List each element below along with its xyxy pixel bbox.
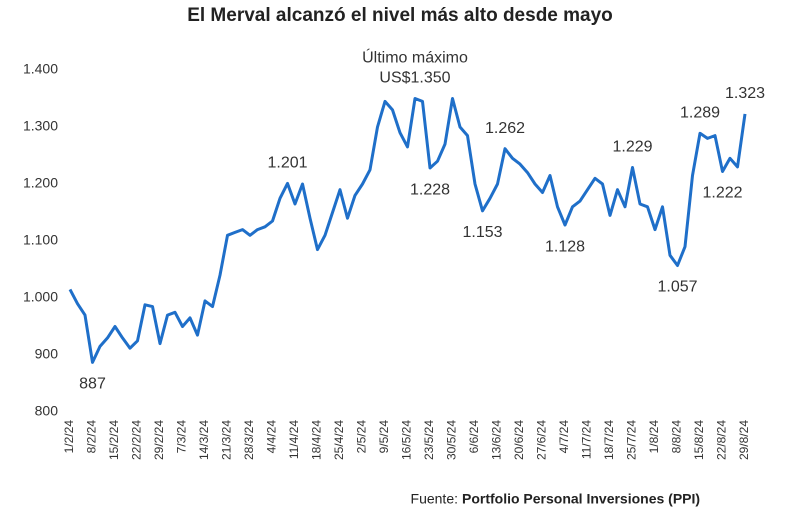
y-tick-label: 900 xyxy=(35,346,59,362)
x-tick-label: 15/2/24 xyxy=(107,420,121,460)
value-label: US$1.350 xyxy=(379,70,450,87)
value-label: 1.289 xyxy=(680,104,720,121)
x-tick-label: 2/5/24 xyxy=(355,420,369,454)
x-tick-label: 1/2/24 xyxy=(62,420,76,454)
x-tick-label: 25/7/24 xyxy=(625,420,639,460)
series-line xyxy=(68,97,747,364)
value-label: 1.262 xyxy=(485,120,525,137)
value-label: 1.153 xyxy=(462,224,502,241)
y-tick-label: 800 xyxy=(35,403,59,419)
x-tick-label: 4/4/24 xyxy=(265,420,279,454)
x-tick-label: 11/7/24 xyxy=(580,420,594,459)
y-tick-label: 1.300 xyxy=(23,118,58,134)
x-tick-label: 18/7/24 xyxy=(602,420,616,460)
x-tick-label: 11/4/24 xyxy=(287,420,301,459)
x-tick-label: 8/8/24 xyxy=(670,420,684,454)
value-label: 887 xyxy=(79,376,106,393)
y-tick-label: 1.200 xyxy=(23,175,58,191)
x-tick-label: 29/2/24 xyxy=(152,420,166,460)
value-label: 1.222 xyxy=(702,185,742,202)
x-tick-label: 8/2/24 xyxy=(85,420,99,454)
x-tick-label: 6/6/24 xyxy=(467,420,481,454)
x-tick-label: 14/3/24 xyxy=(197,420,211,460)
x-tick-label: 22/2/24 xyxy=(130,420,144,460)
x-tick-label: 16/5/24 xyxy=(400,420,414,460)
x-tick-label: 9/5/24 xyxy=(377,420,391,454)
y-tick-label: 1.400 xyxy=(23,61,58,77)
x-tick-label: 29/8/24 xyxy=(737,420,751,460)
x-tick-label: 25/4/24 xyxy=(332,420,346,460)
annotation: Último máximo xyxy=(362,48,468,67)
y-tick-label: 1.100 xyxy=(23,232,58,248)
x-tick-label: 23/5/24 xyxy=(422,420,436,460)
x-tick-label: 15/8/24 xyxy=(692,420,706,460)
footnote-text: Portfolio Personal Inversiones (PPI) xyxy=(462,491,700,507)
value-label: 1.057 xyxy=(657,279,697,296)
value-label: 1.201 xyxy=(267,155,307,172)
chart-title: El Merval alcanzó el nivel más alto desd… xyxy=(187,5,613,26)
y-tick-label: 1.000 xyxy=(23,289,58,305)
x-tick-label: 27/6/24 xyxy=(535,420,549,460)
value-label: 1.228 xyxy=(410,181,450,198)
x-tick-label: 28/3/24 xyxy=(242,420,256,460)
x-tick-label: 30/5/24 xyxy=(445,420,459,460)
value-label: 1.323 xyxy=(725,85,765,102)
x-tick-label: 22/8/24 xyxy=(715,420,729,460)
x-tick-label: 7/3/24 xyxy=(175,420,189,454)
x-tick-label: 4/7/24 xyxy=(557,420,571,454)
x-tick-label: 21/3/24 xyxy=(220,420,234,460)
value-label: 1.128 xyxy=(545,238,585,255)
x-tick-label: 18/4/24 xyxy=(310,420,324,460)
x-tick-label: 20/6/24 xyxy=(512,420,526,460)
x-tick-label: 1/8/24 xyxy=(647,420,661,454)
footnote-label: Fuente: xyxy=(411,491,458,507)
value-label: 1.229 xyxy=(612,139,652,156)
x-tick-label: 13/6/24 xyxy=(490,420,504,460)
